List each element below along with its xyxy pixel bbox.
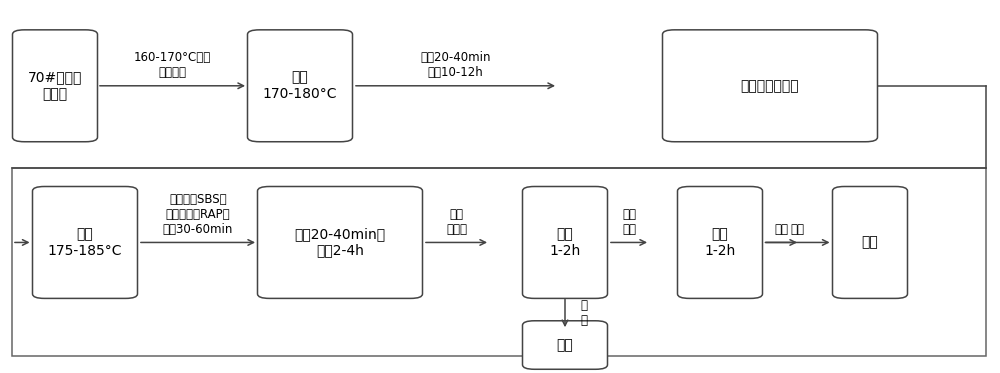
FancyBboxPatch shape [12, 168, 986, 356]
Text: 出样: 出样 [790, 223, 804, 236]
Text: 控温
175-185°C: 控温 175-185°C [48, 228, 122, 257]
FancyBboxPatch shape [832, 186, 908, 298]
FancyBboxPatch shape [33, 186, 138, 298]
FancyBboxPatch shape [258, 186, 422, 298]
Text: 加入线型SBS、
树脂、精细RAP料
搅拌30-60min: 加入线型SBS、 树脂、精细RAP料 搅拌30-60min [163, 193, 233, 236]
Text: 加入
石粉: 加入 石粉 [622, 208, 636, 236]
Text: 剪切20-40min，
搅拌2-4h: 剪切20-40min， 搅拌2-4h [294, 228, 386, 257]
FancyBboxPatch shape [522, 186, 607, 298]
FancyBboxPatch shape [248, 30, 352, 142]
Text: 剪切20-40min
搅拌10-12h: 剪切20-40min 搅拌10-12h [420, 51, 491, 79]
Text: 出
样: 出 样 [580, 299, 587, 327]
FancyBboxPatch shape [678, 186, 763, 298]
FancyBboxPatch shape [522, 321, 607, 369]
Text: 控温
170-180°C: 控温 170-180°C [263, 71, 337, 101]
Text: 搅拌
1-2h: 搅拌 1-2h [549, 228, 581, 257]
Text: 成品: 成品 [862, 235, 878, 250]
Text: 橡胶沥青预混料: 橡胶沥青预混料 [741, 79, 799, 93]
Text: 加入
稳定剂: 加入 稳定剂 [446, 208, 467, 236]
Text: 70#重交基
质沥青: 70#重交基 质沥青 [28, 71, 82, 101]
FancyBboxPatch shape [662, 30, 878, 142]
Text: 出样: 出样 [775, 223, 789, 236]
Text: 160-170°C加热
加入胶粉: 160-170°C加热 加入胶粉 [134, 51, 211, 79]
FancyBboxPatch shape [12, 30, 98, 142]
Text: 成品: 成品 [557, 338, 573, 352]
Text: 搅拌
1-2h: 搅拌 1-2h [704, 228, 736, 257]
